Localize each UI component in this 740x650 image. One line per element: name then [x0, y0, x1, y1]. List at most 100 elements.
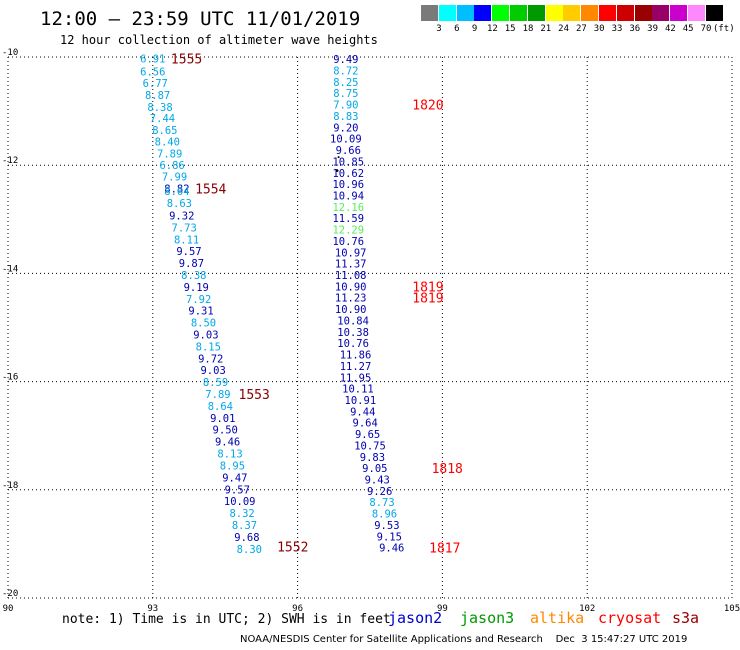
y-tick-label: -12 — [2, 156, 18, 166]
swh-value-label: 9.47 — [222, 472, 247, 484]
color-scale-label: 21 — [540, 24, 552, 34]
color-scale-label: 27 — [575, 24, 587, 34]
swh-value-label: 7.90 — [333, 100, 358, 112]
y-tick-label: -20 — [2, 589, 18, 599]
swh-value-label: 9.49 — [333, 54, 358, 66]
swh-value-label: 8.25 — [333, 77, 358, 89]
swh-value-label: 10.84 — [337, 315, 369, 327]
footer-credit: NOAA/NESDIS Center for Satellite Applica… — [240, 634, 688, 645]
swh-value-label: 6.86 — [159, 160, 184, 172]
color-swatch — [456, 5, 474, 21]
swh-value-label: 8.87 — [145, 90, 170, 102]
swh-value-label: 10.94 — [332, 190, 364, 202]
swh-value-label: 10.38 — [337, 327, 369, 339]
x-tick-label: 93 — [147, 604, 158, 614]
y-tick-label: -16 — [2, 373, 18, 383]
color-swatch — [545, 5, 563, 21]
swh-value-label: 10.09 — [330, 134, 362, 146]
color-swatch — [599, 5, 616, 21]
swh-value-label: 9.83 — [360, 452, 385, 464]
swh-value-label: 9.03 — [200, 365, 225, 377]
time-label: 1817 — [429, 542, 460, 557]
swh-value-label: 10.76 — [337, 338, 369, 350]
footer-note: note: 1) Time is in UTC; 2) SWH is in fe… — [62, 612, 391, 627]
swh-value-label: 12.29 — [332, 225, 364, 237]
swh-value-label: 7.44 — [150, 113, 175, 125]
color-swatch — [688, 5, 705, 21]
swh-value-label: 11.27 — [340, 361, 372, 373]
land-dot — [337, 156, 340, 159]
swh-value-label: 9.57 — [176, 246, 201, 258]
time-label: 1818 — [432, 462, 463, 477]
swh-value-label: 8.63 — [167, 198, 192, 210]
color-swatch — [474, 5, 492, 21]
swh-value-label: 8.13 — [217, 449, 242, 461]
swh-value-label: 8.30 — [237, 544, 262, 556]
color-swatch — [563, 5, 581, 21]
color-scale-label: (ft) — [712, 24, 735, 34]
swh-value-label: 10.90 — [335, 281, 367, 293]
swh-value-label: 8.40 — [155, 136, 180, 148]
swh-value-label: 8.38 — [181, 270, 206, 282]
swh-value-label: 9.31 — [188, 306, 213, 318]
x-tick-label: 105 — [724, 604, 740, 614]
swh-value-label: 8.37 — [232, 520, 257, 532]
color-scale-label: 39 — [647, 24, 659, 34]
color-scale-label: 36 — [629, 24, 641, 34]
color-scale-label: 70 — [700, 24, 712, 34]
color-scale-label: 42 — [664, 24, 676, 34]
time-label: 1555 — [171, 53, 202, 68]
color-swatch — [438, 5, 456, 21]
swh-value-label: 8.32 — [229, 508, 254, 520]
swh-value-label: 9.15 — [377, 531, 402, 543]
color-swatch — [421, 5, 438, 21]
swh-value-label: 8.95 — [220, 460, 245, 472]
color-scale-label: 6 — [454, 24, 460, 34]
swh-value-label: 10.91 — [345, 395, 377, 407]
swh-value-label: 9.01 — [210, 413, 235, 425]
swh-value-label: 9.65 — [355, 429, 380, 441]
swh-value-label: 10.90 — [335, 304, 367, 316]
swh-value-label: 10.76 — [332, 236, 364, 248]
swh-value-label: 10.11 — [342, 384, 374, 396]
legend-altika: altika — [530, 609, 585, 627]
x-tick-label: 102 — [579, 604, 595, 614]
color-scale-label: 15 — [504, 24, 516, 34]
swh-value-label: 8.38 — [147, 102, 172, 114]
legend-cryosat: cryosat — [598, 609, 662, 627]
swh-value-label: 8.75 — [333, 88, 358, 100]
swh-value-label: 9.05 — [362, 463, 387, 475]
swh-value-label: 8.11 — [174, 234, 199, 246]
color-scale-label: 9 — [471, 24, 478, 34]
swh-value-label: 11.86 — [340, 350, 372, 362]
swh-value-label: 12.16 — [332, 202, 364, 214]
chart-subtitle: 12 hour collection of altimeter wave hei… — [60, 33, 378, 47]
swh-value-label: 9.03 — [193, 330, 218, 342]
swh-value-label: 8.72 — [333, 66, 358, 78]
time-label: 1552 — [277, 541, 308, 556]
swh-value-label: 11.95 — [340, 372, 372, 384]
swh-value-label: 8.64 — [164, 186, 189, 198]
time-label: 1820 — [412, 99, 443, 114]
swh-value-label: 10.96 — [332, 179, 364, 191]
swh-value-label: 10.97 — [335, 247, 367, 259]
swh-value-label: 9.46 — [215, 437, 240, 449]
swh-value-label: 10.09 — [224, 496, 256, 508]
time-label: 1554 — [195, 182, 226, 197]
legend-s3a: s3a — [672, 609, 700, 627]
swh-value-label: 8.83 — [333, 111, 358, 123]
color-swatch — [705, 5, 723, 21]
color-scale-label: 24 — [558, 24, 570, 34]
y-tick-label: -18 — [2, 481, 18, 491]
swh-value-label: 9.64 — [353, 418, 378, 430]
swh-value-label: 8.64 — [208, 401, 233, 413]
swh-value-label: 9.46 — [379, 543, 404, 555]
color-swatch — [510, 5, 527, 21]
legend-jason2: jason2 — [388, 609, 443, 627]
x-tick-label: 90 — [3, 604, 14, 614]
color-swatch — [616, 5, 634, 21]
x-tick-label: 96 — [292, 604, 303, 614]
color-swatch — [652, 5, 670, 21]
swh-value-label: 9.43 — [365, 475, 390, 487]
